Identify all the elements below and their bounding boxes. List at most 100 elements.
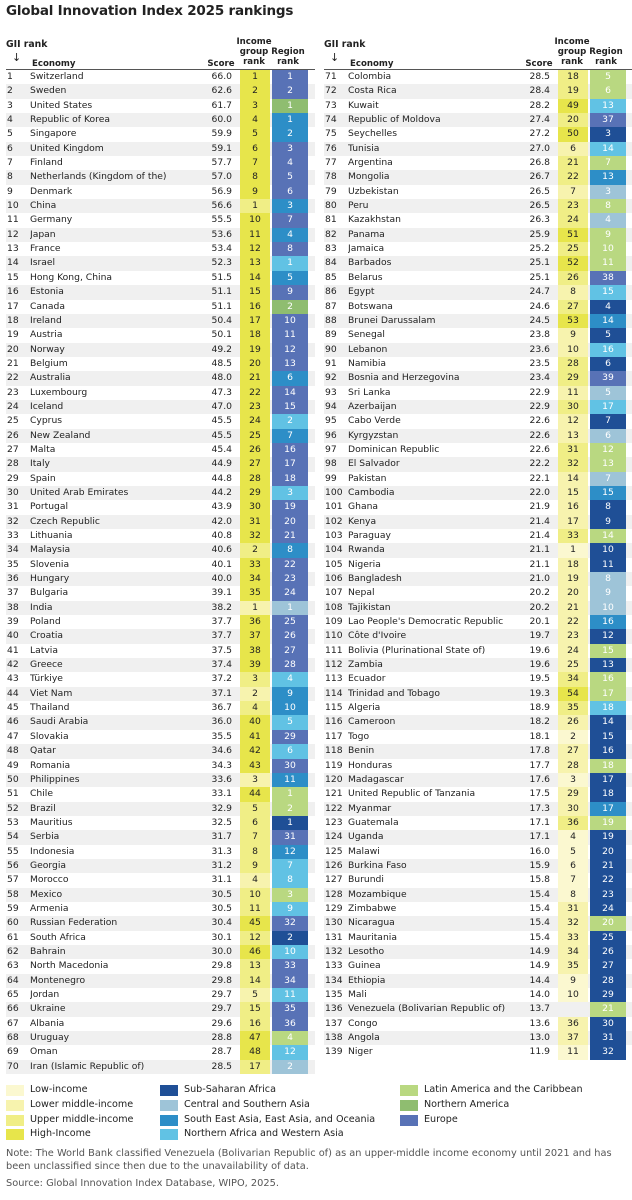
table-row: 94 Azerbaijan 22.9 30 17 [324,399,632,415]
economy-cell: Côte d'Ivoire [348,630,407,642]
gii-rank-cell: 137 [325,1017,343,1029]
table-row: 75 Seychelles 27.2 50 3 [324,127,632,142]
economy-cell: Niger [348,1046,373,1058]
score-cell: 25.2 [529,243,550,255]
region-rank-cell: 7 [590,156,626,171]
table-row: 107 Nepal 20.2 20 9 [324,586,632,601]
region-rank-cell: 14 [272,385,308,400]
region-rank-cell: 4 [272,672,308,687]
income-rank-cell: 18 [240,328,270,343]
income-rank-cell: 2 [240,84,270,99]
score-cell: 56.9 [211,185,232,197]
income-rank-cell: 36 [558,815,588,831]
gii-rank-cell: 115 [325,702,343,714]
income-rank-header: Income group rank [236,37,272,67]
table-row: 89 Senegal 23.8 9 5 [324,328,632,343]
region-rank-cell: 10 [590,543,626,558]
score-cell: 42.0 [211,515,232,527]
score-cell: 22.6 [529,429,550,441]
gii-rank-cell: 15 [7,271,19,283]
region-rank-cell: 6 [590,428,626,443]
gii-rank-cell: 113 [325,673,343,685]
table-row: 38 India 38.2 1 1 [6,600,315,616]
income-rank-cell: 10 [240,887,270,902]
gii-rank-cell: 19 [7,329,19,341]
region-rank-cell: 4 [272,156,308,171]
score-cell: 49.2 [211,343,232,355]
income-rank-cell: 16 [558,500,588,515]
gii-rank-cell: 24 [7,400,19,412]
gii-rank-cell: 2 [7,85,13,97]
gii-rank-cell: 70 [7,1060,19,1072]
region-rank-cell: 9 [272,686,308,702]
score-cell: 21.1 [529,544,550,556]
gii-rank-cell: 104 [325,544,343,556]
gii-rank-cell: 39 [7,616,19,628]
economy-cell: Nigeria [348,558,381,570]
economy-cell: Zimbabwe [348,902,397,914]
table-row: 57 Morocco 31.1 4 8 [6,873,315,888]
income-rank-cell: 33 [558,529,588,544]
score-cell: 14.9 [529,945,550,957]
table-row: 37 Bulgaria 39.1 35 24 [6,586,315,601]
table-row: 13 France 53.4 12 8 [6,242,315,257]
table-row: 72 Costa Rica 28.4 19 6 [324,84,632,99]
economy-cell: Malta [30,443,56,455]
gii-rank-cell: 69 [7,1046,19,1058]
score-cell: 28.4 [529,85,550,97]
region-rank-cell: 16 [590,615,626,630]
score-cell: 11.9 [529,1046,550,1058]
economy-cell: Croatia [30,630,64,642]
table-header: GII rank ↓ Economy Score Income group ra… [324,36,632,70]
gii-rank-cell: 76 [325,142,337,154]
region-rank-cell: 29 [272,729,308,745]
income-rank-cell: 35 [558,959,588,974]
score-cell: 29.8 [211,974,232,986]
score-cell: 47.3 [211,386,232,398]
region-rank-cell: 4 [590,213,626,228]
score-cell: 30.5 [211,888,232,900]
table-row: 106 Bangladesh 21.0 19 8 [324,572,632,587]
legend-item: Central and Southern Asia [160,1098,390,1113]
gii-rank-cell: 59 [7,902,19,914]
gii-rank-cell: 82 [325,228,337,240]
legend-swatch [400,1085,418,1096]
table-row: 26 New Zealand 45.5 25 7 [6,428,315,443]
table-row: 83 Jamaica 25.2 25 10 [324,242,632,257]
region-rank-cell: 1 [272,98,308,114]
score-cell: 19.3 [529,687,550,699]
income-rank-cell: 21 [558,156,588,171]
income-rank-cell: 6 [558,858,588,874]
table-row: 91 Namibia 23.5 28 6 [324,356,632,372]
economy-cell: Portugal [30,501,69,513]
region-rank-cell: 32 [590,1045,626,1060]
gii-rank-cell: 136 [325,1003,343,1015]
table-row: 44 Viet Nam 37.1 2 9 [6,686,315,702]
income-rank-cell: 24 [558,213,588,228]
economy-cell: Cambodia [348,486,395,498]
region-rank-cell: 8 [272,242,308,257]
gii-rank-cell: 31 [7,501,19,513]
region-rank-cell: 17 [590,399,626,415]
table-row: 46 Saudi Arabia 36.0 40 5 [6,715,315,730]
table-row: 27 Malta 45.4 26 16 [6,442,315,458]
score-cell: 30.5 [211,902,232,914]
table-row: 52 Brazil 32.9 5 2 [6,801,315,816]
income-rank-cell: 27 [558,744,588,759]
score-cell: 36.7 [211,702,232,714]
economy-cell: Egypt [348,286,375,298]
income-rank-cell: 15 [240,1002,270,1017]
economy-cell: Kazakhstan [348,214,401,226]
gii-rank-cell: 30 [7,486,19,498]
table-row: 7 Finland 57.7 7 4 [6,156,315,171]
score-cell: 59.9 [211,128,232,140]
economy-cell: Mauritius [30,816,73,828]
region-rank-cell: 2 [272,1059,308,1075]
region-rank-cell: 8 [590,500,626,515]
score-cell: 56.6 [211,200,232,212]
income-rank-cell: 14 [558,471,588,486]
income-rank-cell: 54 [558,686,588,702]
gii-rank-cell: 62 [7,945,19,957]
legend-swatch [6,1114,24,1126]
table-row: 40 Croatia 37.7 37 26 [6,629,315,644]
